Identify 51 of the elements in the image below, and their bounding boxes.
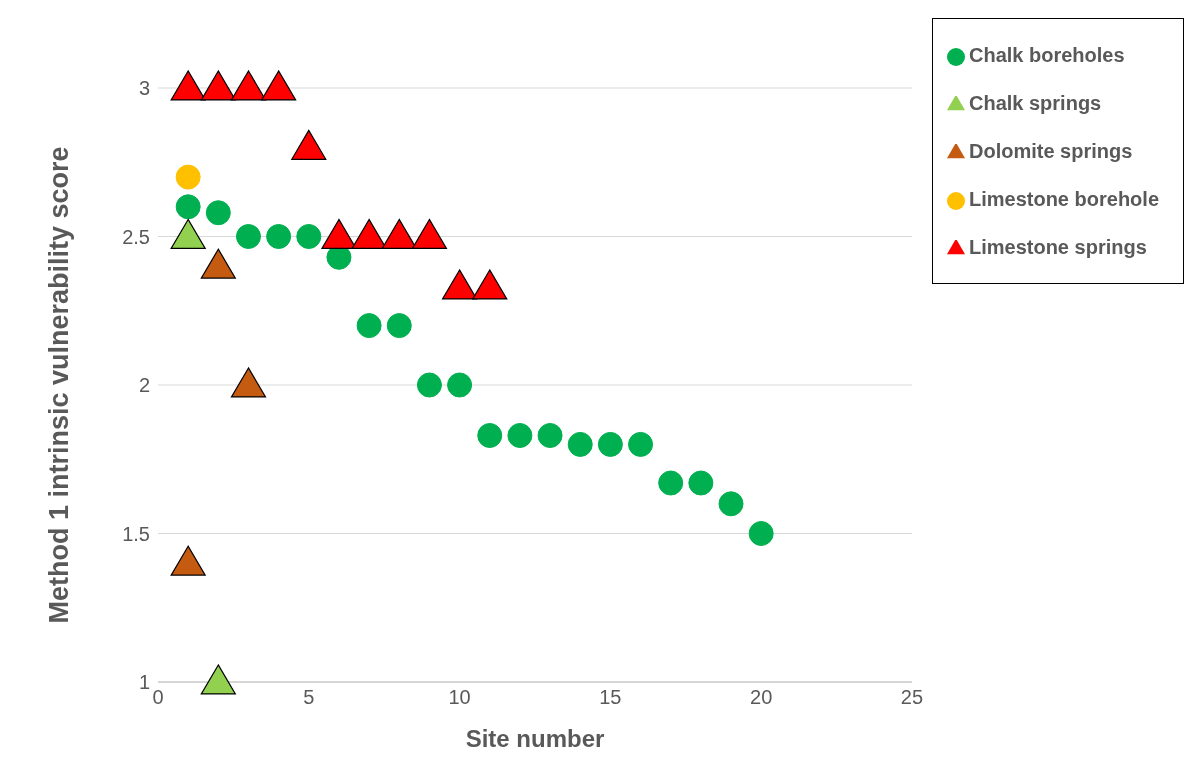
point [170, 218, 206, 249]
point [507, 422, 533, 448]
legend-label: Chalk springs [968, 92, 1102, 114]
legend-label: Limestone borehole [968, 188, 1159, 210]
point [477, 422, 503, 448]
x-tick-label: 20 [750, 686, 773, 709]
y-tick-label: 1.5 [122, 522, 150, 545]
point [200, 70, 236, 101]
point [235, 224, 261, 249]
point [170, 70, 206, 101]
y-tick-label: 2 [138, 374, 150, 397]
y-tick-label: 3 [138, 77, 150, 100]
point [567, 431, 593, 457]
y-tick-label: 1 [138, 671, 150, 694]
x-tick-label: 25 [900, 686, 924, 709]
point [658, 470, 684, 496]
legend-label: Dolomite springs [968, 140, 1133, 162]
y-axis-title: Method 1 intrinsic vulnerability score [43, 146, 74, 624]
point [688, 470, 714, 496]
point [748, 521, 774, 546]
point [356, 313, 382, 339]
point [411, 218, 448, 249]
point [291, 129, 327, 160]
point [447, 372, 473, 398]
point [175, 164, 201, 190]
point [296, 224, 322, 249]
x-axis-title: Site number [465, 725, 605, 752]
point [472, 269, 508, 300]
point [386, 313, 412, 339]
y-tick-label: 2.5 [122, 225, 150, 248]
point [718, 491, 744, 517]
point [441, 269, 478, 300]
point [628, 431, 654, 457]
x-tick-label: 15 [599, 686, 622, 709]
point [321, 218, 357, 249]
point [597, 431, 623, 457]
x-tick-label: 0 [152, 686, 164, 709]
point [230, 367, 267, 398]
point [381, 218, 417, 249]
legend-label: Chalk boreholes [968, 44, 1125, 66]
x-tick-label: 10 [448, 686, 471, 709]
point [261, 70, 297, 101]
point [537, 422, 563, 448]
point [351, 218, 387, 249]
point [416, 372, 442, 398]
point [200, 248, 236, 279]
x-tick-label: 5 [303, 686, 315, 709]
legend-label: Limestone springs [968, 236, 1147, 258]
point [266, 224, 292, 249]
point [205, 200, 231, 226]
point [175, 194, 201, 220]
